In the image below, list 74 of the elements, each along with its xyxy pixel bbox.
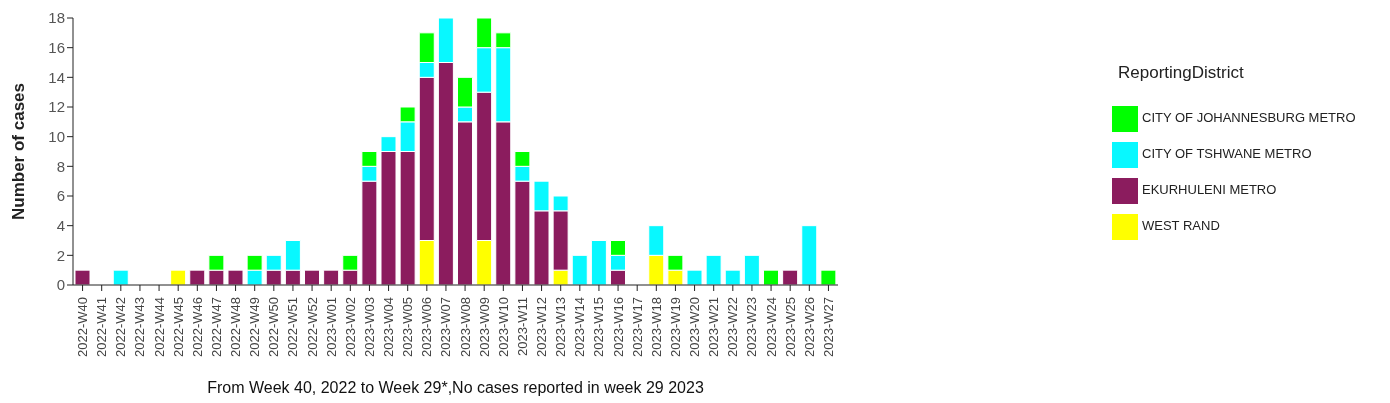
x-tick-label: 2022-W47: [208, 297, 224, 357]
x-tick-label: 2023-W18: [648, 297, 664, 357]
x-tick-label: 2023-W23: [744, 297, 760, 357]
legend-title: ReportingDistrict: [1118, 63, 1244, 83]
y-tick-label: 2: [56, 246, 65, 264]
x-tick-label: 2023-W11: [514, 297, 530, 357]
x-tick-label: 2023-W22: [725, 297, 741, 357]
x-tick-label: 2022-W42: [113, 297, 129, 357]
x-tick-label: 2023-W27: [820, 297, 836, 357]
y-tick-label: 12: [48, 98, 65, 116]
x-tick-label: 2023-W26: [801, 297, 817, 357]
x-tick-label: 2023-W13: [553, 297, 569, 357]
x-tick-label: 2022-W52: [304, 297, 320, 357]
x-tick-label: 2022-W45: [170, 297, 186, 357]
bar: [112, 269, 129, 285]
x-tick-label: 2023-W04: [381, 297, 397, 357]
bar: [571, 254, 588, 285]
x-tick-label: 2022-W44: [151, 297, 167, 357]
x-tick-label: 2023-W05: [400, 297, 416, 357]
x-tick-label: 2022-W48: [228, 297, 244, 357]
bar: [74, 269, 91, 285]
x-tick-label: 2023-W07: [438, 297, 454, 357]
bar: [227, 269, 244, 285]
x-tick-label: 2023-W16: [610, 297, 626, 357]
x-axis-title: From Week 40, 2022 to Week 29*,No cases reported in week 29 2023: [207, 379, 704, 396]
x-tick-label: 2023-W01: [323, 297, 339, 357]
x-tick-label: 2023-W14: [572, 297, 588, 357]
bar: [304, 269, 320, 285]
x-tick-label: 2022-W50: [266, 297, 282, 357]
legend-label: WEST RAND: [1142, 218, 1220, 233]
x-tick-label: 2023-W20: [687, 297, 703, 357]
x-tick-label: 2022-W41: [94, 297, 110, 357]
bar: [782, 269, 799, 285]
bar: [743, 254, 760, 285]
bar: [724, 269, 741, 285]
legend-label: EKURHULENI METRO: [1142, 182, 1277, 197]
x-tick-label: 2023-W02: [342, 297, 358, 357]
x-tick-label: 2023-W21: [706, 297, 722, 357]
bar: [705, 254, 722, 285]
bar: [801, 225, 818, 285]
x-tick-label: 2022-W51: [285, 297, 301, 357]
y-tick-label: 16: [48, 38, 65, 56]
x-tick-label: 2023-W10: [495, 297, 511, 357]
x-tick-label: 2023-W12: [534, 297, 550, 357]
x-tick-label: 2022-W43: [132, 297, 148, 357]
y-axis-title: Number of cases: [9, 83, 29, 220]
y-tick-label: 8: [56, 157, 65, 175]
bar: [763, 269, 779, 285]
bar: [590, 240, 607, 285]
x-tick-label: 2023-W25: [782, 297, 798, 357]
x-tick-label: 2022-W46: [189, 297, 205, 357]
y-tick-label: 18: [48, 9, 65, 27]
bar: [170, 269, 187, 285]
y-tick-label: 10: [48, 127, 65, 145]
y-tick-label: 6: [56, 187, 65, 205]
x-tick-label: 2023-W08: [457, 297, 473, 357]
legend-label: CITY OF JOHANNESBURG METRO: [1142, 110, 1356, 125]
y-tick-label: 0: [56, 276, 65, 294]
legend-label: CITY OF TSHWANE METRO: [1142, 146, 1312, 161]
bar: [686, 269, 703, 285]
x-tick-label: 2023-W19: [667, 297, 683, 357]
x-tick-label: 2023-W15: [591, 297, 607, 357]
x-tick-label: 2022-W40: [75, 297, 91, 357]
x-tick-label: 2023-W24: [763, 297, 779, 357]
bar: [189, 269, 206, 285]
x-tick-label: 2022-W49: [247, 297, 263, 357]
bar: [323, 269, 340, 285]
x-tick-label: 2023-W17: [629, 297, 645, 357]
x-tick-label: 2023-W09: [476, 297, 492, 357]
x-tick-label: 2023-W03: [361, 297, 377, 357]
bar: [820, 269, 837, 285]
y-tick-label: 4: [56, 216, 65, 234]
x-tick-label: 2023-W06: [419, 297, 435, 357]
y-tick-label: 14: [48, 68, 65, 86]
